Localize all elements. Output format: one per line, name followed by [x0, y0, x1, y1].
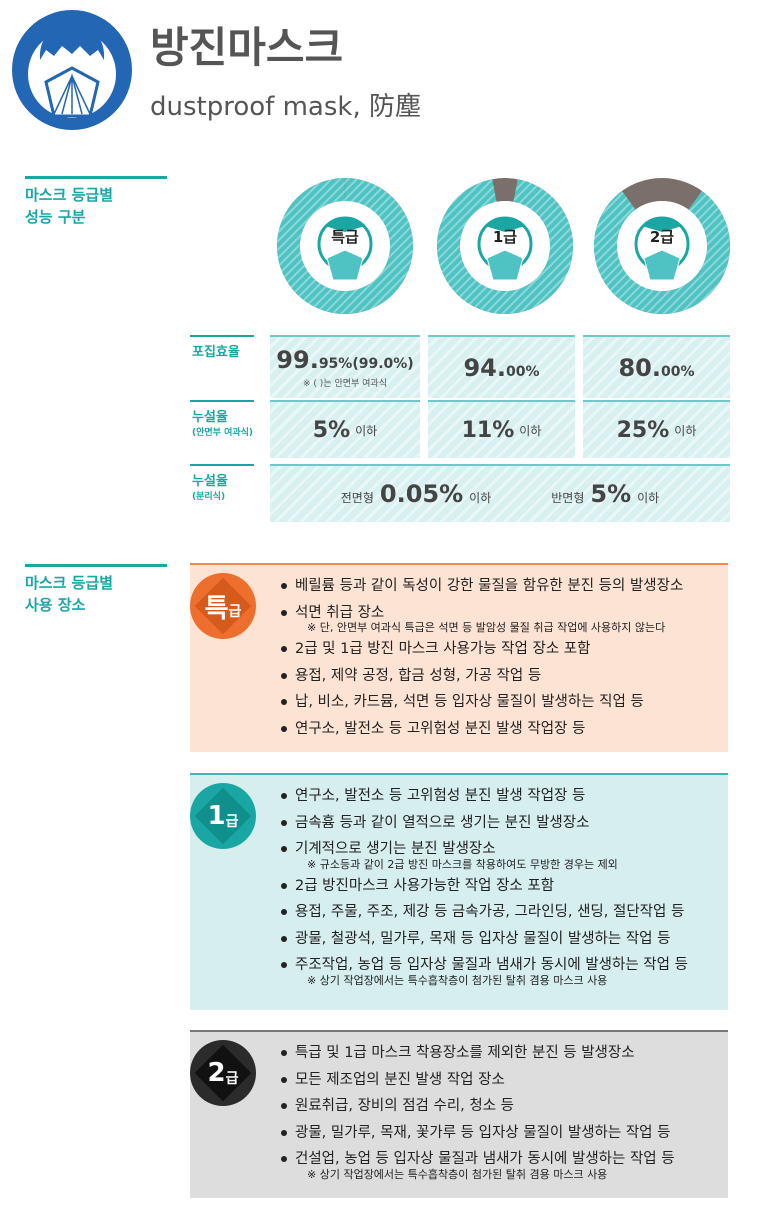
leakage-value: 5%: [312, 417, 351, 443]
usage-item: 광물, 철광석, 밀가루, 목재 등 입자상 물질이 발생하는 작업 등: [281, 926, 718, 953]
leakage-value: 25%: [616, 417, 670, 443]
efficiency-cell: 80.00%: [583, 335, 730, 398]
separable-value: 5%: [590, 480, 632, 508]
row-sublabel: (분리식): [192, 492, 226, 502]
usage-panel: 특 급 베릴륨 등과 같이 독성이 강한 물질을 함유한 분진 등의 발생장소 석면 …: [190, 563, 728, 752]
subtitle: dustproof mask, 防塵: [150, 92, 421, 122]
row-label: 포집효율: [192, 345, 240, 360]
efficiency-value: 80.00%: [618, 354, 694, 382]
efficiency-big: 94.: [463, 353, 506, 382]
efficiency-note: ※ ( )는 안면부 여과식: [303, 379, 387, 389]
usage-note: ※ 상기 작업장에서는 특수흡착층이 첨가된 탈취 겸용 마스크 사용: [307, 973, 608, 987]
leakage-cell: 11% 이하: [428, 400, 575, 458]
usage-item: 연구소, 발전소 등 고위험성 분진 발생 작업장 등: [281, 716, 718, 743]
leakage-cell: 25% 이하: [583, 400, 730, 458]
usage-item: 주조작업, 농업 등 입자상 물질과 냄새가 동시에 발생하는 작업 등: [281, 952, 718, 979]
section-heading: 사용 장소: [25, 596, 86, 614]
badge-sub: 급: [228, 604, 242, 620]
section-heading: 마스크 등급별: [25, 186, 114, 204]
row-sublabel: (안면부 여과식): [192, 428, 254, 438]
section-heading: 마스크 등급별: [25, 574, 114, 592]
badge-main: 특: [204, 593, 229, 624]
efficiency-small: 00%: [506, 363, 540, 380]
separable-suffix: 이하: [637, 491, 660, 505]
usage-panel: 2 급 특급 및 1급 마스크 착용장소를 제외한 분진 등 발생장소 모든 제조업의…: [190, 1030, 728, 1198]
mask: [486, 249, 524, 281]
usage-item: 납, 비소, 카드뮴, 석면 등 입자상 물질이 발생하는 직업 등: [281, 689, 718, 716]
efficiency-small: 00%: [661, 363, 695, 380]
usage-panel: 1 급 연구소, 발전소 등 고위험성 분진 발생 작업장 등 금속흄 등과 같이 열…: [190, 773, 728, 1010]
grade-name: 특급: [331, 228, 359, 246]
badge-sub: 급: [225, 1071, 239, 1087]
hair: [477, 218, 533, 234]
usage-item: 특급 및 1급 마스크 착용장소를 제외한 분진 등 발생장소: [281, 1040, 718, 1067]
usage-item: 2급 및 1급 방진 마스크 사용가능 작업 장소 포함: [281, 636, 718, 663]
usage-item: 용접, 제약 공정, 합금 성형, 가공 작업 등: [281, 663, 718, 690]
grade-name: 1급: [493, 228, 517, 246]
usage-item: 기계적으로 생기는 분진 발생장소: [281, 836, 718, 863]
donut-arc: [437, 179, 573, 314]
row-label: 누설율: [192, 474, 228, 489]
hair: [634, 218, 690, 234]
grade-name: 2급: [650, 228, 674, 246]
leakage-cell: 5% 이하: [270, 400, 420, 458]
efficiency-value: 99.95%(99.0%): [276, 346, 413, 374]
divider: [25, 176, 167, 179]
badge-sub: 급: [225, 814, 239, 830]
usage-note: ※ 규소등과 같이 2급 방진 마스크를 착용하여도 무방한 경우는 제외: [307, 857, 618, 871]
usage-note: ※ 단, 안면부 여과식 특급은 석면 등 발암성 물질 취급 작업에 사용하지…: [307, 621, 666, 634]
separable-type: 반면형: [551, 491, 585, 505]
efficiency-big: 99.: [276, 346, 319, 374]
usage-item: 건설업, 농업 등 입자상 물질과 냄새가 동시에 발생하는 작업 등: [281, 1146, 718, 1173]
usage-item: 원료취급, 장비의 점검 수리, 청소 등: [281, 1093, 718, 1120]
usage-item: 2급 방진마스크 사용가능한 작업 장소 포함: [281, 873, 718, 900]
separable-type: 전면형: [340, 491, 374, 505]
usage-item: 석면 취급 장소: [281, 600, 718, 627]
title: 방진마스크: [150, 23, 344, 72]
separable-group: 반면형 5% 이하: [551, 480, 659, 508]
mask: [643, 249, 681, 281]
donut-arc: [594, 190, 731, 314]
leakage-suffix: 이하: [674, 423, 697, 438]
badge-main: 2: [207, 1058, 226, 1088]
usage-item: 용접, 주물, 주조, 제강 등 금속가공, 그라인딩, 샌딩, 절단작업 등: [281, 899, 718, 926]
efficiency-value: 94.00%: [463, 354, 539, 382]
usage-item: 광물, 밀가루, 목재, 꽃가루 등 입자상 물질이 발생하는 작업 등: [281, 1120, 718, 1147]
logo: [12, 10, 132, 130]
donut-charts: 특급 1급 2급: [276, 178, 731, 314]
row-label: 누설율: [192, 410, 228, 425]
usage-item: 연구소, 발전소 등 고위험성 분진 발생 작업장 등: [281, 783, 718, 810]
separable-value: 0.05%: [379, 480, 464, 508]
badge-main: 1: [207, 801, 226, 831]
separable-cell: 전면형 0.05% 이하 반면형 5% 이하: [270, 464, 730, 522]
usage-item: 베릴륨 등과 같이 독성이 강한 물질을 함유한 분진 등의 발생장소: [281, 573, 718, 600]
divider: [25, 564, 167, 567]
usage-item: 금속흄 등과 같이 열적으로 생기는 분진 발생장소: [281, 810, 718, 837]
separable-suffix: 이하: [469, 491, 492, 505]
efficiency-small: 95%(99.0%): [318, 356, 414, 372]
row-rule: [190, 464, 254, 466]
usage-item: 모든 제조업의 분진 발생 작업 장소: [281, 1067, 718, 1094]
efficiency-cell: 99.95%(99.0%) ※ ( )는 안면부 여과식: [270, 335, 420, 398]
usage-note: ※ 상기 작업장에서는 특수흡착층이 첨가된 탈취 겸용 마스크 사용: [307, 1167, 608, 1181]
leakage-value: 11%: [461, 417, 515, 443]
efficiency-big: 80.: [618, 353, 661, 382]
donut-arc: [276, 178, 413, 314]
hair: [317, 218, 373, 234]
leakage-suffix: 이하: [355, 423, 378, 438]
row-rule: [190, 335, 254, 337]
mask: [326, 249, 364, 281]
row-rule: [190, 400, 254, 402]
efficiency-cell: 94.00%: [428, 335, 575, 398]
section-heading: 성능 구분: [25, 208, 86, 226]
leakage-suffix: 이하: [519, 423, 542, 438]
separable-group: 전면형 0.05% 이하: [341, 480, 491, 508]
